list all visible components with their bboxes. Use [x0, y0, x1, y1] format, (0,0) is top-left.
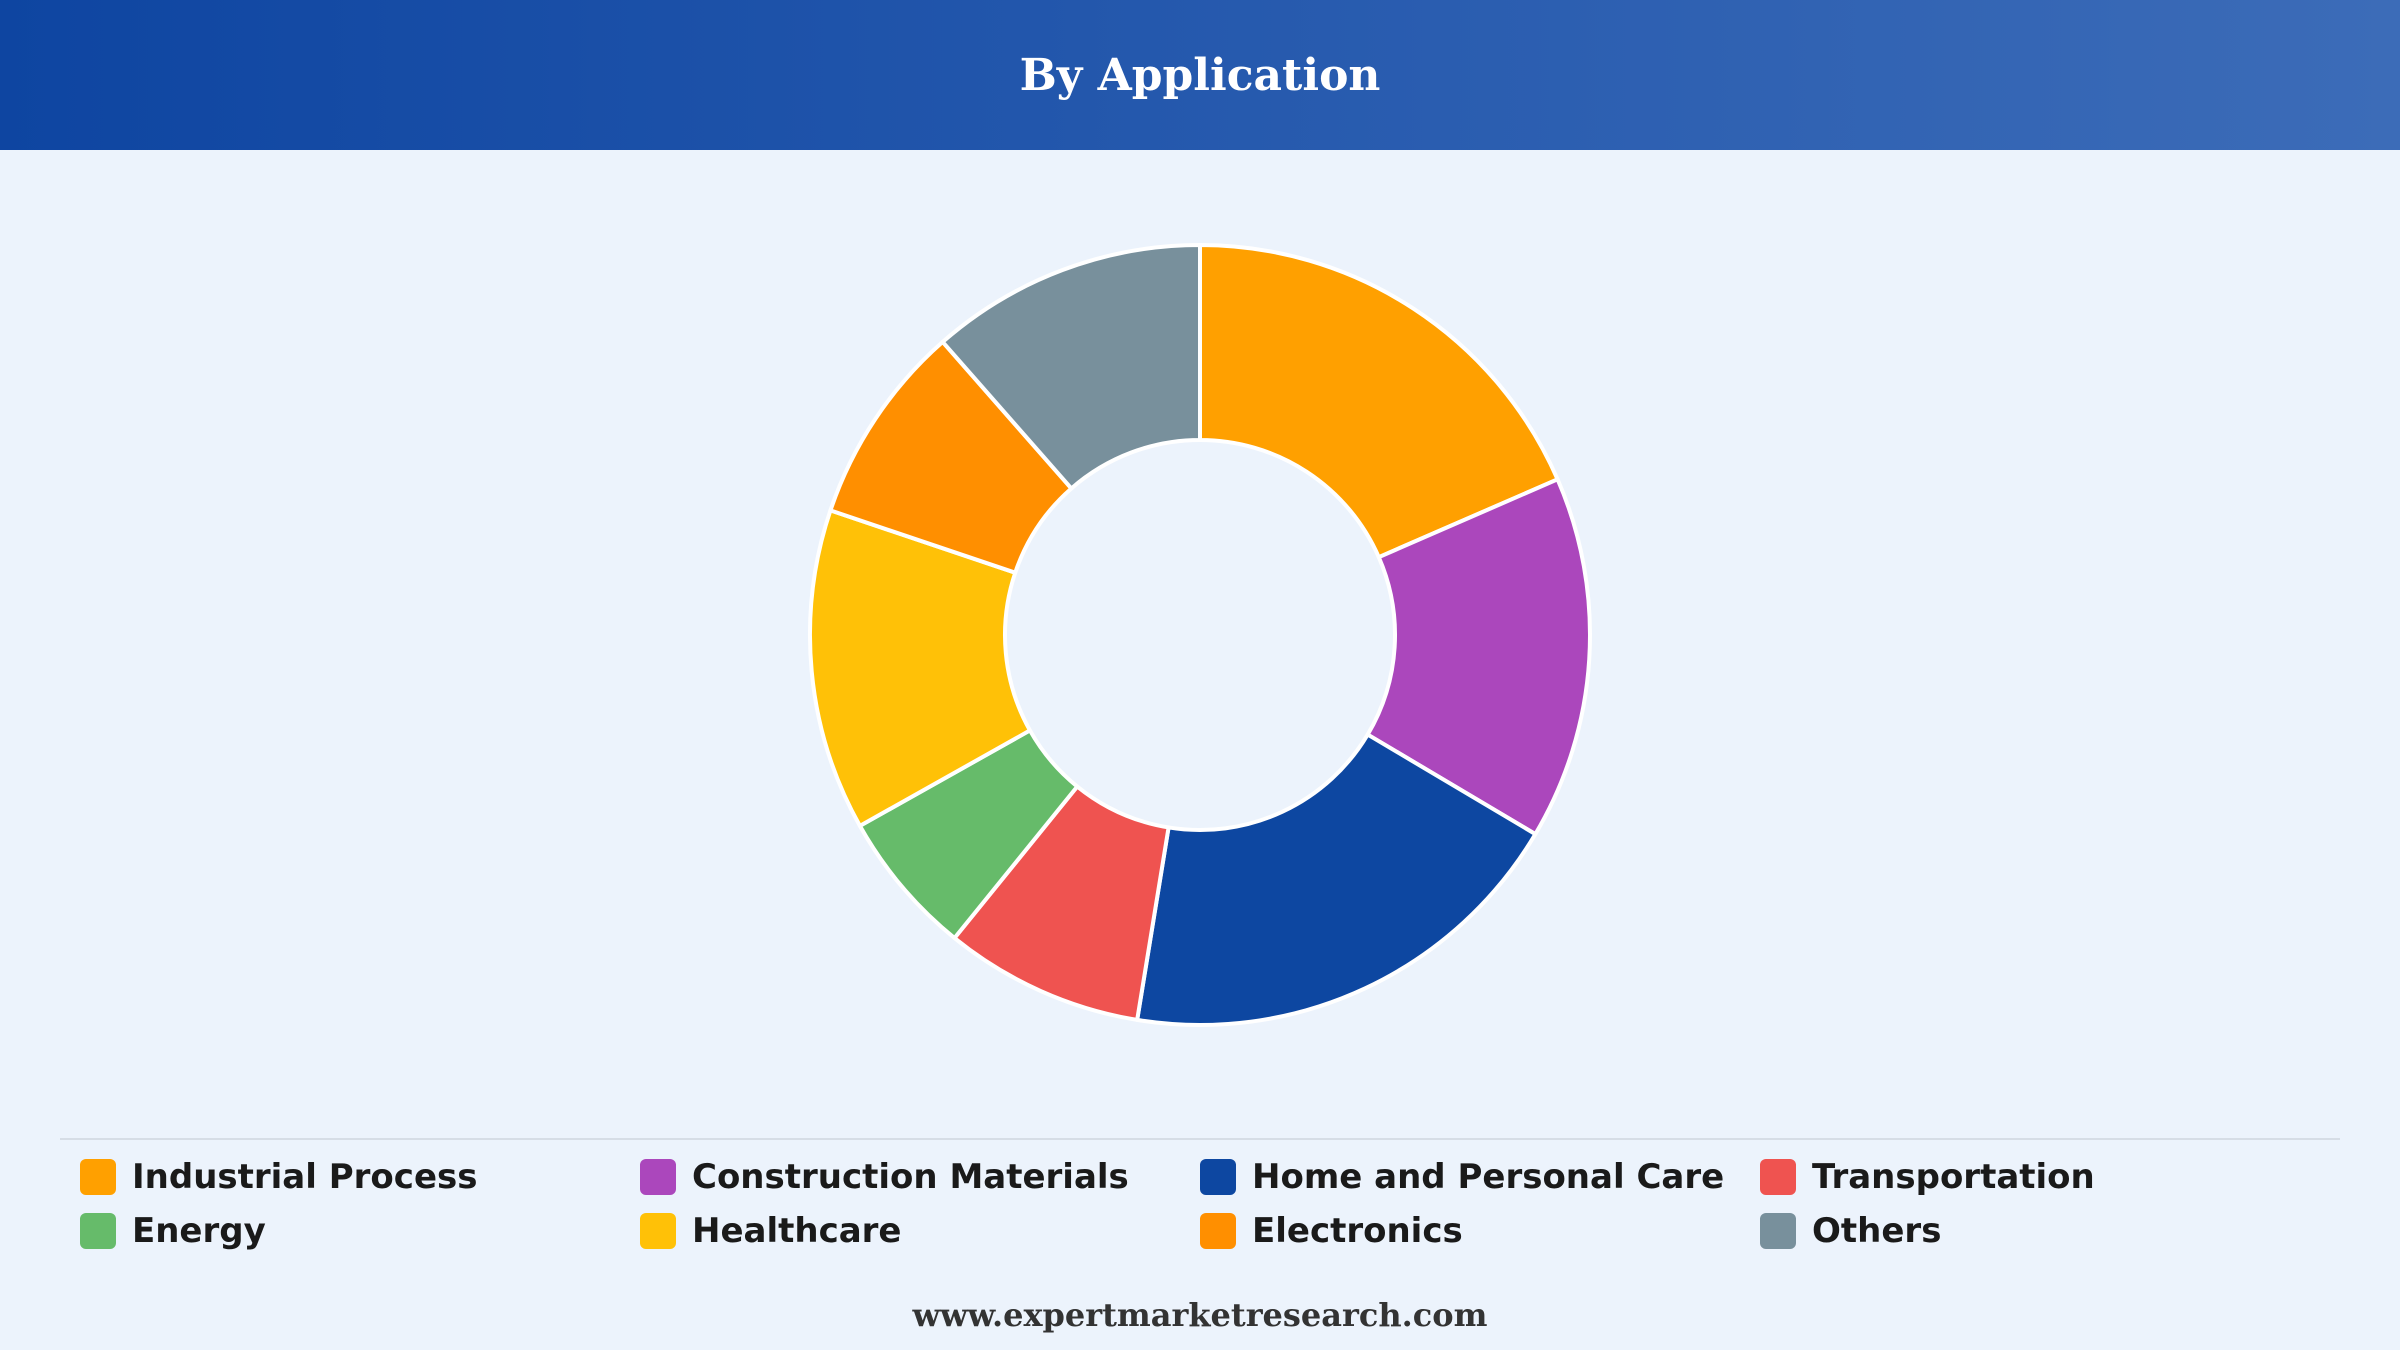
legend-divider [60, 1138, 2340, 1140]
slice-home-and-personal-care [1135, 732, 1538, 1027]
slice-others [940, 243, 1202, 491]
legend-label: Electronics [1252, 1211, 1463, 1251]
legend-swatch [1200, 1159, 1236, 1195]
legend-label: Construction Materials [692, 1157, 1129, 1197]
legend-item-construction-materials: Construction Materials [640, 1150, 1200, 1204]
legend-item-home-and-personal-care: Home and Personal Care [1200, 1150, 1760, 1204]
slice-industrial-process [1198, 243, 1560, 560]
chart-header: By Application [0, 0, 2400, 150]
legend-swatch [1200, 1213, 1236, 1249]
legend-label: Transportation [1812, 1157, 2095, 1197]
legend-item-transportation: Transportation [1760, 1150, 2320, 1204]
legend-label: Home and Personal Care [1252, 1157, 1725, 1197]
legend-item-healthcare: Healthcare [640, 1204, 1200, 1258]
donut-chart-svg [808, 243, 1592, 1027]
legend-swatch [80, 1213, 116, 1249]
legend-item-others: Others [1760, 1204, 2320, 1258]
legend-item-energy: Energy [80, 1204, 640, 1258]
legend-swatch [1760, 1213, 1796, 1249]
legend-swatch [1760, 1159, 1796, 1195]
legend-swatch [80, 1159, 116, 1195]
legend-item-electronics: Electronics [1200, 1204, 1760, 1258]
chart-title: By Application [1019, 49, 1381, 101]
legend-label: Energy [132, 1211, 266, 1251]
legend-label: Industrial Process [132, 1157, 478, 1197]
legend-label: Others [1812, 1211, 1942, 1251]
slice-healthcare [808, 508, 1032, 828]
website-footer: www.expertmarketresearch.com [912, 1296, 1488, 1334]
legend-swatch [640, 1213, 676, 1249]
legend-swatch [640, 1159, 676, 1195]
chart-legend: Industrial Process Construction Materials… [80, 1150, 2320, 1258]
legend-item-industrial-process: Industrial Process [80, 1150, 640, 1204]
legend-label: Healthcare [692, 1211, 902, 1251]
donut-chart [0, 150, 2400, 1130]
slice-construction-materials [1365, 477, 1592, 837]
